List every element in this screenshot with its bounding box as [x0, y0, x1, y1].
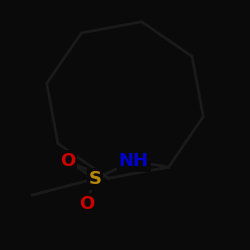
Text: S: S: [88, 170, 102, 188]
Text: O: O: [78, 195, 94, 213]
Text: NH: NH: [119, 152, 149, 170]
Text: O: O: [60, 152, 75, 170]
